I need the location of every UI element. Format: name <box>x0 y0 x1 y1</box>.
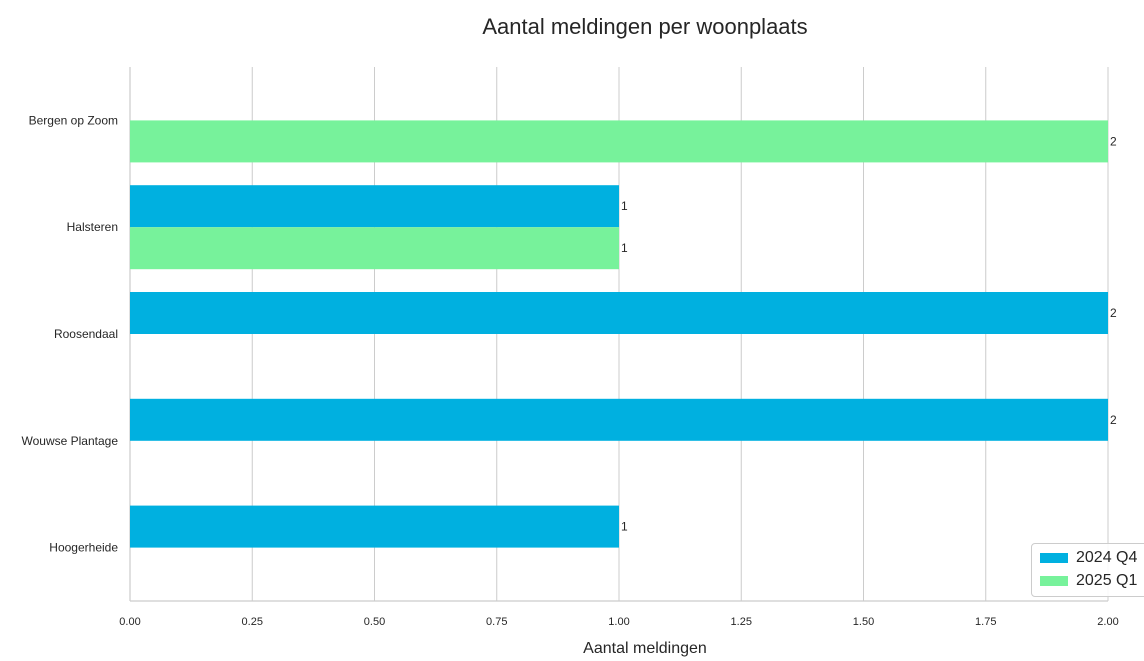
legend-item-2024-q4: 2024 Q4 <box>1040 547 1137 569</box>
bar <box>130 227 619 270</box>
data-label: 2 <box>1110 413 1117 427</box>
legend-swatch <box>1040 553 1068 563</box>
bar <box>130 120 1108 163</box>
x-tick-label: 0.75 <box>486 616 507 628</box>
y-tick-label: Bergen op Zoom <box>29 113 118 127</box>
bar <box>130 398 1108 441</box>
legend-item-2025-q1: 2025 Q1 <box>1040 570 1137 592</box>
x-tick-label: 1.00 <box>608 616 629 628</box>
x-axis-label: Aantal meldingen <box>583 640 707 657</box>
data-label: 2 <box>1110 134 1117 148</box>
data-label: 1 <box>621 241 628 255</box>
y-tick-label: Halsteren <box>67 220 118 234</box>
x-tick-label: 0.50 <box>364 616 385 628</box>
y-tick-label: Roosendaal <box>54 327 118 341</box>
y-tick-label: Hoogerheide <box>49 541 118 555</box>
data-label: 2 <box>1110 306 1117 320</box>
legend-swatch <box>1040 576 1068 586</box>
bars <box>130 120 1108 548</box>
legend-label: 2025 Q1 <box>1076 572 1138 589</box>
data-label: 1 <box>621 199 628 213</box>
x-tick-label: 1.75 <box>975 616 996 628</box>
x-tick-label: 0.00 <box>119 616 140 628</box>
legend: 2024 Q4 2025 Q1 <box>1031 543 1144 597</box>
bar <box>130 185 619 228</box>
x-tick-labels: 0.00 0.25 0.50 0.75 1.00 1.25 1.50 1.75 2.00 <box>119 616 1118 628</box>
x-tick-label: 2.00 <box>1097 616 1118 628</box>
x-tick-label: 0.25 <box>242 616 263 628</box>
bar <box>130 292 1108 334</box>
data-label: 1 <box>621 520 628 534</box>
y-tick-label: Wouwse Plantage <box>21 434 118 448</box>
x-tick-label: 1.50 <box>853 616 874 628</box>
legend-label: 2024 Q4 <box>1076 549 1138 566</box>
y-tick-labels: Bergen op Zoom Halsteren Roosendaal Wouwse … <box>21 113 118 554</box>
x-tick-label: 1.25 <box>731 616 752 628</box>
bar <box>130 505 619 548</box>
chart-title: Aantal meldingen per woonplaats <box>482 14 808 39</box>
data-labels: 2 1 1 2 2 1 <box>621 134 1117 533</box>
